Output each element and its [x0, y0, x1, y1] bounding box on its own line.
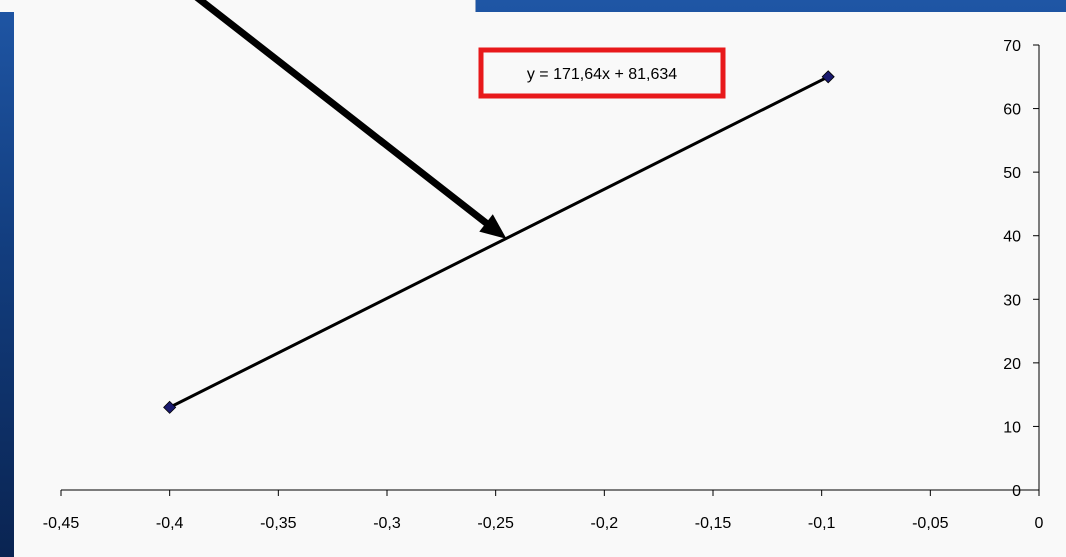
- y-tick-label: 0: [1012, 483, 1021, 500]
- y-tick-label: 70: [1003, 38, 1021, 55]
- x-tick-label: -0,25: [477, 515, 514, 532]
- y-tick-label: 50: [1003, 165, 1021, 182]
- arrow-head: [479, 214, 507, 239]
- x-tick-label: -0,3: [373, 515, 401, 532]
- x-tick-label: -0,2: [591, 515, 619, 532]
- x-tick-label: -0,1: [808, 515, 836, 532]
- equation-box: [478, 47, 726, 99]
- chart-panel: [14, 12, 1066, 557]
- trendline: [168, 75, 829, 409]
- y-tick-label: 10: [1003, 419, 1021, 436]
- x-tick-label: 0: [1035, 515, 1044, 532]
- data-point: [163, 400, 177, 414]
- x-tick-label: -0,05: [912, 515, 949, 532]
- x-tick-label: -0,15: [695, 515, 732, 532]
- y-tick-label: 30: [1003, 292, 1021, 309]
- series-layer: [163, 70, 835, 414]
- arrow-shaft: [194, 0, 492, 229]
- y-tick-label: 40: [1003, 229, 1021, 246]
- x-ticks: -0,45 -0,4 -0,35 -0,3 -0,25 -0,2 -0,15 -0,1 -0,0…: [43, 490, 1044, 532]
- y-tick-label: 60: [1003, 102, 1021, 119]
- annotation-layer: y = 171,64x + 81,634: [194, 0, 726, 239]
- x-tick-label: -0,45: [43, 515, 80, 532]
- axes: [61, 45, 1040, 491]
- y-tick-label: 20: [1003, 356, 1021, 373]
- x-tick-label: -0,4: [156, 515, 184, 532]
- data-point: [821, 70, 835, 84]
- x-tick-label: -0,35: [260, 515, 297, 532]
- trendline-equation: y = 171,64x + 81,634: [527, 66, 677, 83]
- y-ticks: 0 10 20 30 40 50 60 70: [1003, 38, 1039, 500]
- chart-panel-top: [0, 0, 476, 12]
